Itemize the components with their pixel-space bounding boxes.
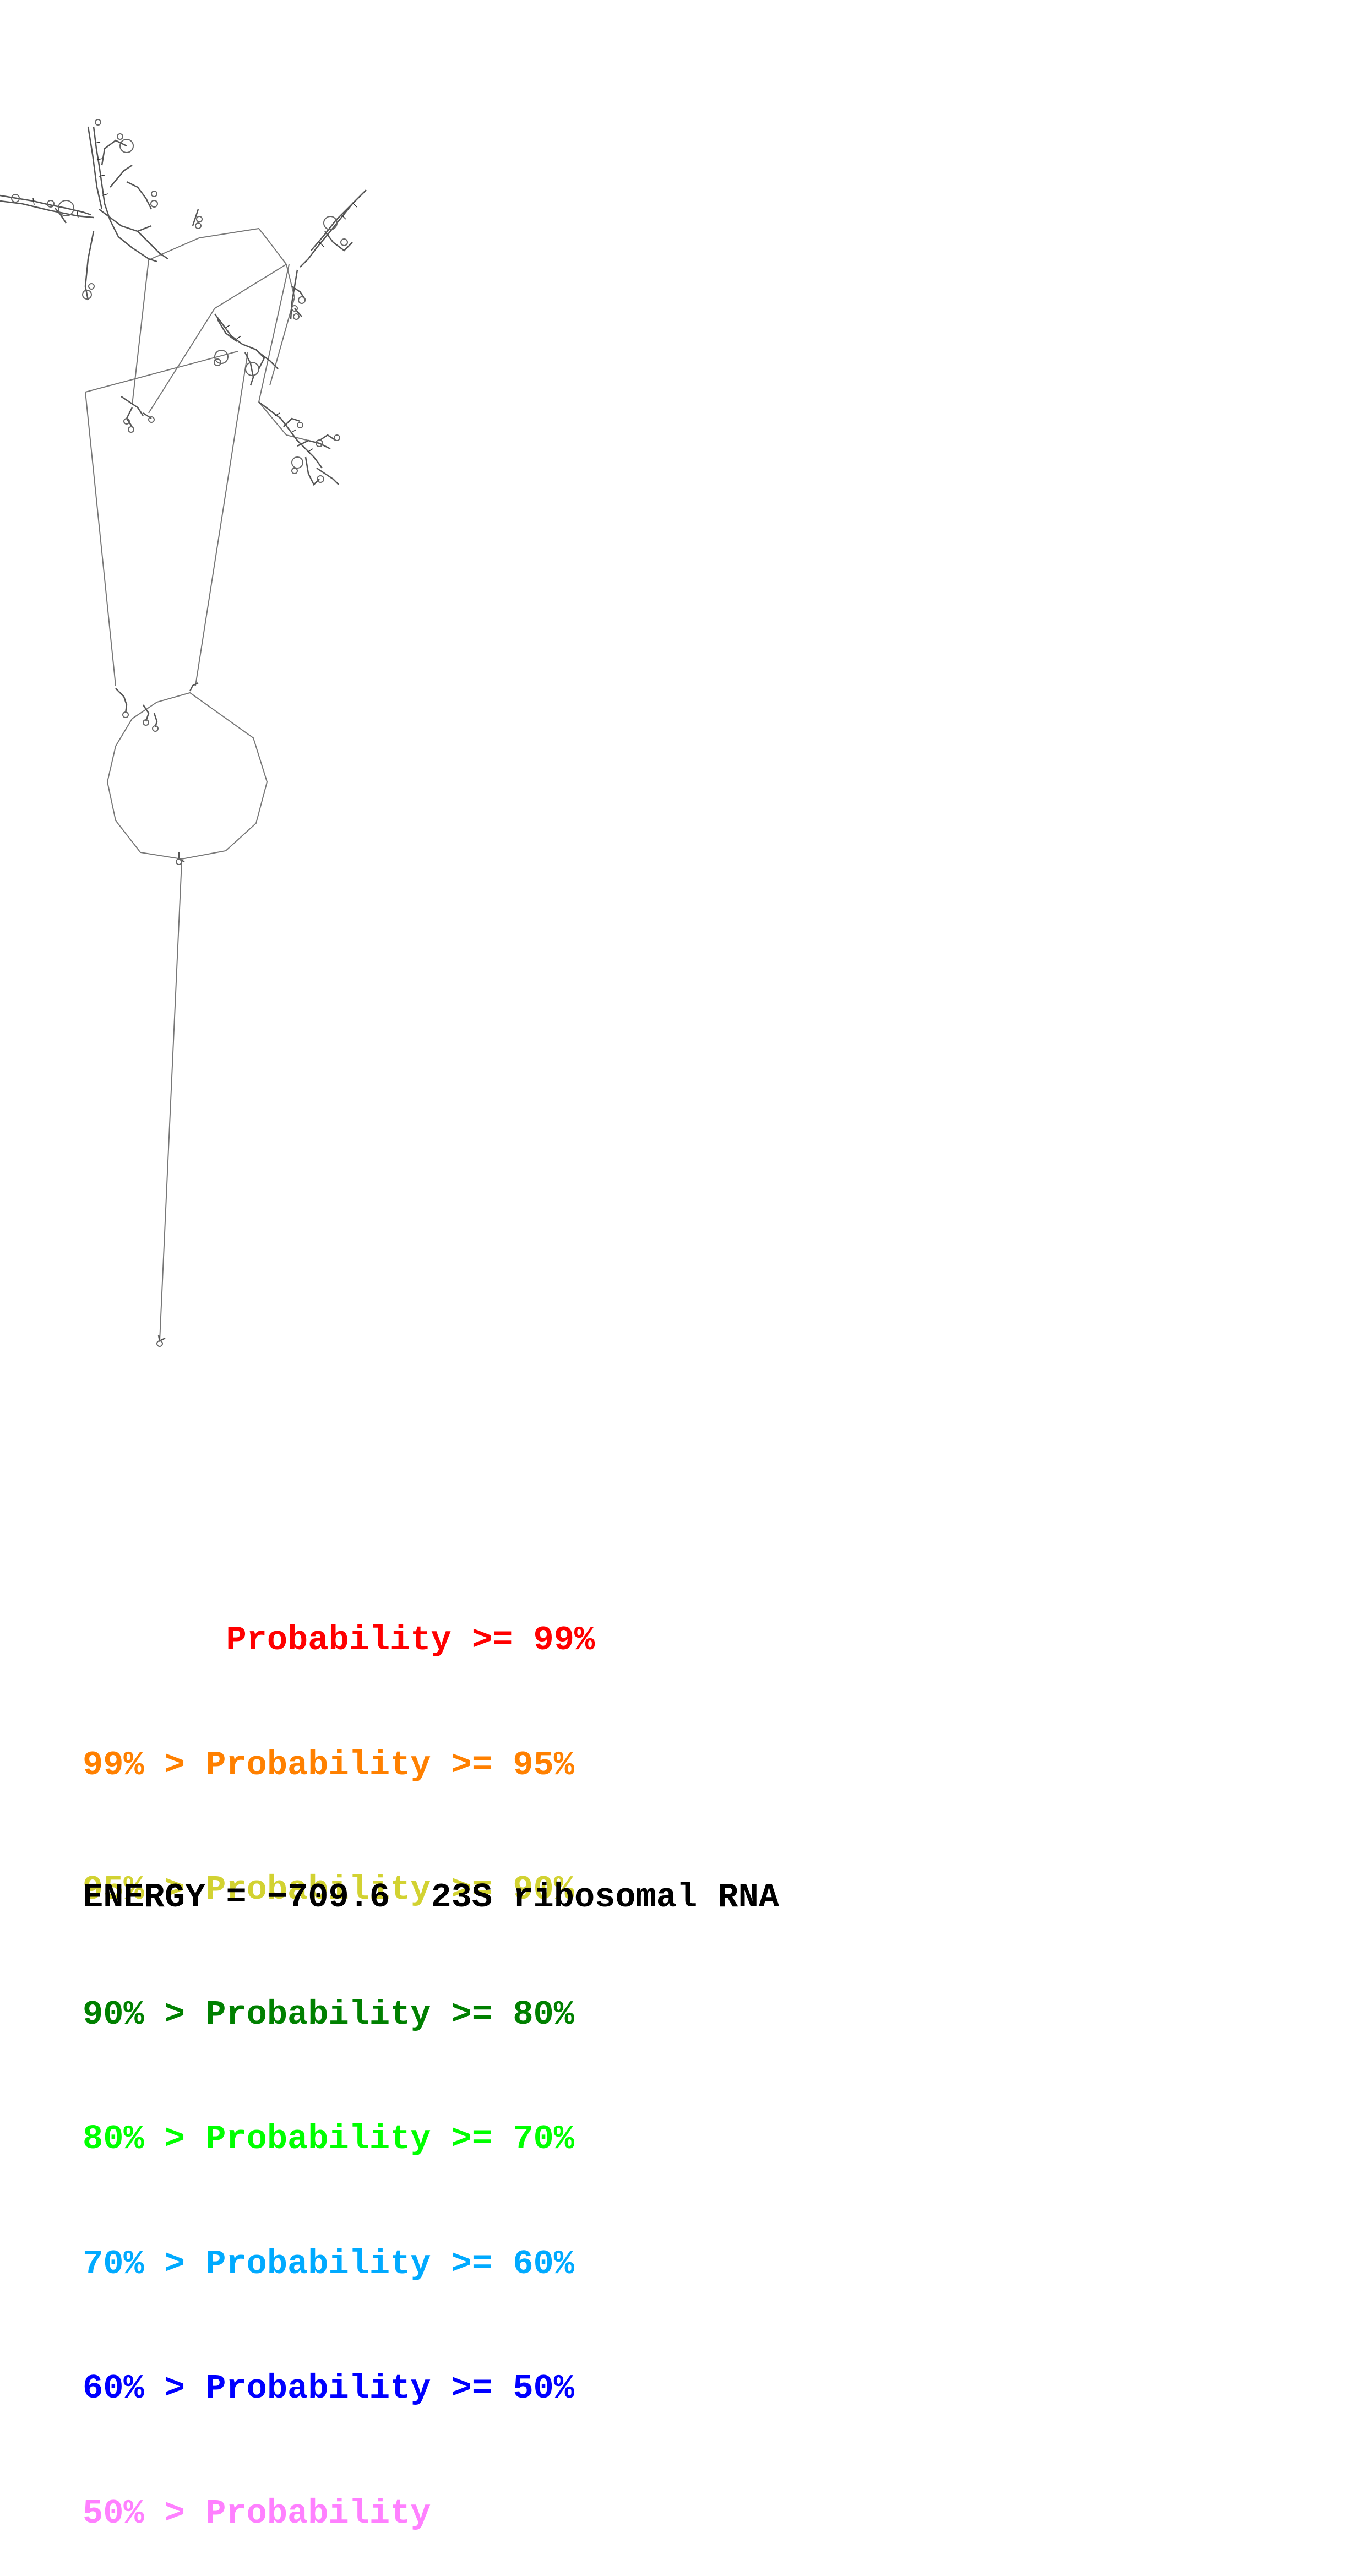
upper-right-edge (258, 264, 309, 441)
left-loop-edge (84, 351, 238, 686)
legend-row-50: 60% > Probability >= 50% (83, 2369, 574, 2408)
mid-connector (269, 264, 296, 386)
left-upper-edge (132, 227, 287, 414)
legend-row-below-50: 50% > Probability (83, 2493, 431, 2533)
legend-row-80: 90% > Probability >= 80% (83, 1995, 574, 2034)
multiloop (106, 692, 268, 860)
hairpin-loops (11, 119, 348, 1347)
legend-row-90: 95% > Probability >= 90% (83, 1870, 574, 1909)
backbone (84, 227, 309, 1341)
legend-row-70: 80% > Probability >= 70% (83, 2120, 574, 2159)
legend-row-60: 70% > Probability >= 60% (83, 2244, 574, 2284)
legend-row-95: 99% > Probability >= 95% (83, 1745, 574, 1785)
rna-secondary-structure (0, 119, 367, 1347)
helices (0, 126, 367, 1342)
legend-row-99: Probability >= 99% (83, 1621, 595, 1660)
probability-legend: Probability >= 99% 99% > Probability >= … (83, 1536, 595, 2576)
energy-label: ENERGY = −709.6 (83, 1878, 390, 1917)
molecule-name: 23S ribosomal RNA (431, 1878, 780, 1917)
energy-footer: ENERGY = −709.6 23S ribosomal RNA (83, 1878, 779, 1917)
long-stem-line (159, 861, 182, 1341)
base-pair-ticks (32, 142, 357, 452)
right-loop-edge (195, 352, 248, 686)
